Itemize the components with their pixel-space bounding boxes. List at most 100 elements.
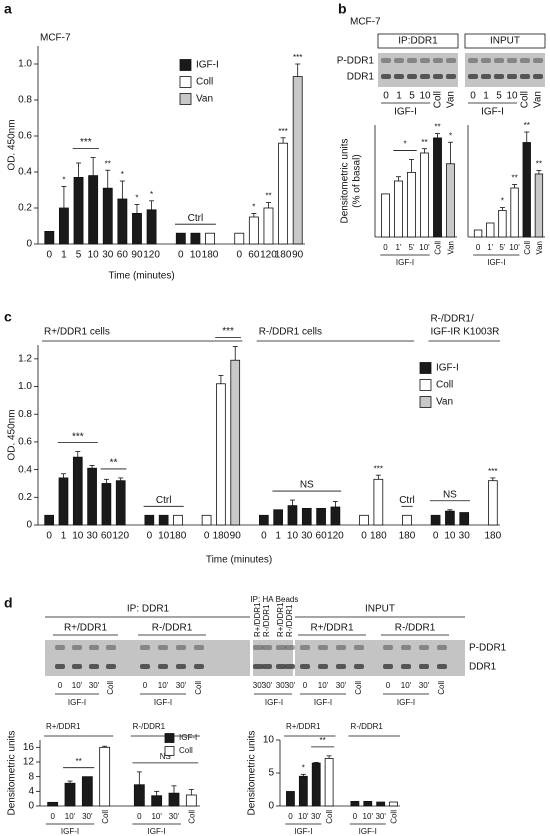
blot-band [446,58,456,63]
lane-label: 30' [89,681,100,690]
lane-label: 0 [58,681,63,690]
x-tick-label: 60 [101,531,113,542]
lane-label: 1 [396,91,402,102]
bar [151,795,163,807]
blot-band [420,58,430,63]
legend-label: Coll [436,380,453,391]
bar [402,514,412,526]
significance: *** [293,53,302,62]
group-label: IGF-I [394,107,417,118]
lane-label: 10 [506,91,518,102]
blot [378,53,458,87]
bar [144,514,155,526]
blot-band [401,645,411,650]
blot-header-box [464,33,546,49]
legend-label: IGF-I [196,60,219,71]
x-tick-label: 180 [399,531,416,542]
y-tick-label: 1.2 [18,353,32,364]
significance: *** [488,467,497,476]
x-tick-label: 180 [202,250,219,261]
error-bar [118,477,124,481]
x-tick-label: 10' [151,812,162,821]
blot-band [494,74,504,79]
legend-label: Van [196,94,213,105]
bracket-label: NS [300,480,314,491]
x-tick-label: 1 [61,531,67,542]
lane-label: 30' [285,681,296,690]
blot-header: INPUT [490,36,520,47]
blot-header: IP: DDR1 [127,604,170,615]
bar [173,514,183,526]
blot-band [419,664,429,669]
bar [175,232,186,245]
bar [263,207,274,245]
bar [445,510,455,526]
bar [407,171,416,238]
x-tick-label: 0 [236,250,242,261]
error-bar [280,137,286,144]
blot-band [276,664,286,669]
bracket-label: *** [222,326,234,337]
x-tick-label: 0 [476,243,481,252]
blot-band [176,664,186,669]
x-tick-label: 0 [261,531,267,542]
bar [72,456,83,526]
y-tick-label: 0.2 [18,203,32,214]
legend-swatch [419,379,432,391]
significance: * [135,194,138,203]
error-bar [90,157,96,176]
bar [73,176,84,245]
x-tick-label: Coll [523,241,532,255]
bar [133,784,145,807]
significance: ** [536,160,542,169]
x-tick-label: 120 [112,531,129,542]
blot-band [468,58,478,63]
bar [58,477,69,526]
bar [286,791,295,807]
x-tick-label: 5' [499,243,505,252]
blot-band [446,74,456,79]
blot-band [253,664,263,669]
bar [117,198,128,245]
group-label: IGF-I [68,698,86,707]
bar [44,230,55,245]
legend-label: Coll [196,77,213,88]
bar [330,506,341,526]
x-tick-label: 10 [88,250,100,261]
blot-band [276,645,286,650]
error-bar [67,780,73,784]
bar [102,187,113,245]
blot-band [419,645,429,650]
y-axis-label: (% of basal) [352,154,363,207]
bar [430,514,441,526]
legend-swatch [179,93,192,105]
blot-band [318,645,328,650]
bar [64,782,76,807]
x-tick-label: 180 [275,250,292,261]
bar [278,142,289,245]
bar [230,359,241,526]
bar [205,232,215,245]
bracket-label: ** [110,458,118,469]
error-bar [435,133,440,138]
cell-line: MCF-7 [350,17,381,28]
bar [488,480,498,526]
y-tick-label: 0 [28,801,34,812]
x-tick-label: 90 [292,250,304,261]
x-tick-label: 0 [50,812,55,821]
x-tick-label: 10' [419,243,430,252]
lane-label: 10' [158,681,169,690]
lane-label: 0 [383,91,389,102]
bar [58,207,69,245]
blot-band [437,645,447,650]
bar [381,193,390,238]
bar [185,794,197,807]
group-header: R+/DDR1 cells [44,327,110,338]
x-group-label: IGF-I [487,258,505,267]
bar [298,775,308,807]
bar [287,505,298,526]
x-tick-label: 30 [87,531,99,542]
blot-band [533,74,543,79]
blot-band [300,645,310,650]
bar [216,383,226,526]
